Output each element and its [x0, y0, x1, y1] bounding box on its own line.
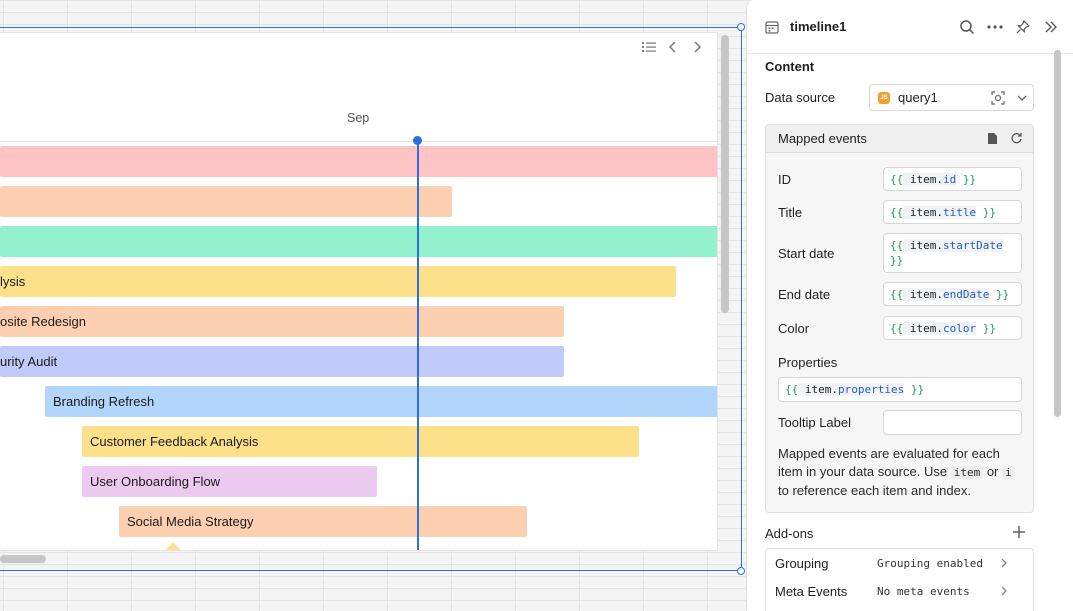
vertical-scrollbar[interactable]: [721, 35, 729, 313]
panel-header: timeline1: [747, 0, 1073, 54]
resize-handle-bottom-right[interactable]: [737, 567, 745, 575]
mapped-events-help-text: Mapped events are evaluated for each ite…: [778, 445, 1028, 500]
chevron-right-icon: [1001, 586, 1007, 596]
event-label: osite Redesign: [0, 314, 86, 329]
timeline-component[interactable]: Sep lysis osite Redesign urity Audit Bra…: [0, 32, 718, 551]
tooltip-label-input[interactable]: [883, 410, 1022, 435]
event-label: urity Audit: [0, 354, 58, 369]
mapped-events-section: Mapped events ID {{ item.id }} Title {{ …: [765, 124, 1034, 513]
focus-query-icon[interactable]: [991, 90, 1005, 105]
selection-outline: [0, 27, 742, 571]
js-query-icon: JS: [878, 91, 890, 104]
addon-grouping[interactable]: Grouping Grouping enabled: [766, 549, 1033, 577]
addons-title: Add-ons: [765, 526, 814, 541]
timeline-event[interactable]: osite Redesign: [0, 306, 564, 337]
panel-scrollbar[interactable]: [1054, 50, 1061, 417]
addons-list: Grouping Grouping enabled Meta Events No…: [765, 548, 1034, 611]
collapse-panel-icon[interactable]: [1043, 19, 1059, 35]
timeline-event[interactable]: Branding Refresh: [45, 386, 717, 417]
chevron-right-icon: [1001, 558, 1007, 568]
horizontal-scrollbar[interactable]: [0, 555, 46, 563]
data-source-value: query1: [898, 90, 938, 105]
component-name[interactable]: timeline1: [790, 19, 847, 34]
today-line: [417, 140, 419, 550]
addon-name: Grouping: [775, 555, 829, 571]
calendar-icon: [764, 19, 780, 35]
addon-value: Grouping enabled: [877, 556, 983, 570]
canvas: Sep lysis osite Redesign urity Audit Bra…: [0, 23, 745, 575]
event-label: lysis: [0, 274, 26, 289]
inspector-panel: timeline1 Content Data source JS query1: [746, 0, 1073, 611]
chevron-right-icon[interactable]: [689, 39, 705, 55]
field-label-tooltip: Tooltip Label: [778, 415, 851, 430]
field-label-start-date: Start date: [778, 246, 835, 261]
end-date-code-input[interactable]: {{ item.endDate }}: [883, 282, 1022, 306]
today-marker: [413, 136, 422, 145]
timeline-event[interactable]: [0, 186, 452, 217]
id-code-input[interactable]: {{ item.id }}: [883, 167, 1022, 191]
color-code-input[interactable]: {{ item.color }}: [883, 316, 1022, 340]
more-options-icon[interactable]: [987, 19, 1003, 35]
document-icon[interactable]: [987, 132, 998, 145]
field-label-properties: Properties: [778, 355, 838, 370]
title-code-input[interactable]: {{ item.title }}: [883, 200, 1022, 224]
event-label: User Onboarding Flow: [90, 474, 221, 489]
field-label-id: ID: [778, 172, 791, 187]
data-source-select[interactable]: JS query1: [869, 84, 1034, 111]
list-view-icon[interactable]: [641, 39, 657, 55]
field-label-end-date: End date: [778, 287, 831, 302]
chevron-down-icon: [1017, 94, 1027, 102]
month-label: Sep: [347, 111, 370, 125]
timeline-event[interactable]: [0, 146, 717, 177]
timeline-event[interactable]: [0, 226, 717, 257]
field-label-title: Title: [778, 205, 803, 220]
search-icon[interactable]: [959, 19, 975, 35]
pin-icon[interactable]: [1015, 19, 1031, 35]
chevron-left-icon[interactable]: [665, 39, 681, 55]
event-label: Social Media Strategy: [127, 514, 254, 529]
resize-handle-top-right[interactable]: [737, 23, 745, 31]
start-date-code-input[interactable]: {{ item.startDate}}: [883, 233, 1022, 273]
addon-name: Meta Events: [775, 583, 848, 599]
field-label-color: Color: [778, 321, 810, 336]
content-section-title: Content: [765, 59, 815, 74]
header-divider: [0, 141, 717, 142]
addon-value: No meta events: [877, 584, 970, 598]
event-label: Branding Refresh: [53, 394, 155, 409]
mapped-events-header: Mapped events: [766, 125, 1033, 153]
timeline-event[interactable]: Social Media Strategy: [119, 506, 527, 537]
add-addon-icon[interactable]: [1011, 524, 1027, 540]
reset-icon[interactable]: [1010, 132, 1023, 145]
properties-code-input[interactable]: {{ item.properties }}: [778, 377, 1022, 402]
data-source-label: Data source: [765, 90, 836, 105]
timeline-event[interactable]: User Onboarding Flow: [82, 466, 377, 497]
timeline-event[interactable]: lysis: [0, 266, 676, 297]
mapped-events-title: Mapped events: [778, 131, 867, 146]
event-label: Customer Feedback Analysis: [90, 434, 259, 449]
timeline-event[interactable]: urity Audit: [0, 346, 564, 377]
addon-meta-events[interactable]: Meta Events No meta events: [766, 577, 1033, 605]
timeline-toolbar: [641, 39, 705, 55]
timeline-event[interactable]: Customer Feedback Analysis: [82, 426, 639, 457]
